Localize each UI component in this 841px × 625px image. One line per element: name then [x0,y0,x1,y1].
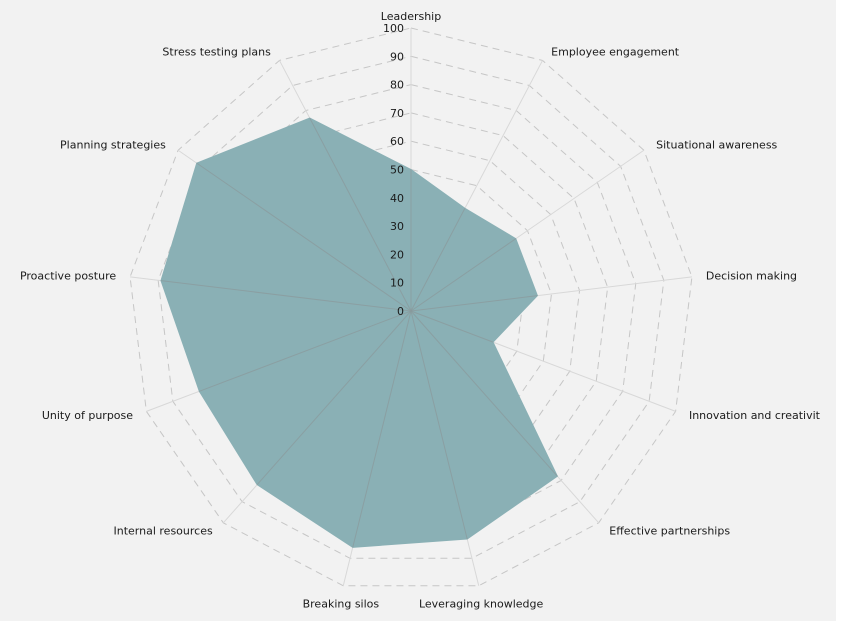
category-label-11: Planning strategies [60,139,166,152]
series-area [160,117,559,548]
tick-label-60: 60 [390,135,404,148]
category-label-9: Unity of purpose [42,409,133,422]
data-spoke-10 [160,280,412,312]
tick-label-0: 0 [397,305,404,318]
category-label-5: Effective partnerships [609,524,730,537]
category-label-3: Decision making [706,270,797,283]
data-spoke-8 [256,310,412,486]
category-label-12: Stress testing plans [162,46,271,59]
data-spoke-5 [410,310,558,477]
series-layer [160,117,559,548]
data-spoke-12 [309,117,412,312]
tick-label-80: 80 [390,79,404,92]
grid-ring-80 [185,84,637,532]
category-label-0: Leadership [381,10,441,23]
category-label-1: Employee engagement [551,46,680,59]
category-label-7: Breaking silos [303,597,380,610]
data-spoke-6 [410,310,468,540]
data-spoke-7 [352,310,412,548]
tick-label-70: 70 [390,107,404,120]
tick-label-40: 40 [390,192,404,205]
category-label-6: Leveraging knowledge [419,597,544,610]
tick-label-20: 20 [390,248,404,261]
tick-label-100: 100 [383,22,404,35]
tick-label-50: 50 [390,164,404,177]
data-spoke-9 [199,310,412,392]
tick-label-90: 90 [390,50,404,63]
tick-label-10: 10 [390,277,404,290]
data-spoke-1 [410,208,466,312]
category-label-8: Internal resources [114,524,213,537]
tick-label-30: 30 [390,220,404,233]
data-spoke-4 [410,310,494,343]
grid-ring-100 [129,27,693,587]
tick-layer: 0 10 20 30 40 50 60 70 80 90 100 [383,22,404,318]
category-label-10: Proactive posture [20,270,116,283]
data-spoke-3 [410,295,538,312]
category-label-4: Innovation and creativit [689,409,821,422]
category-label-2: Situational awareness [656,139,777,152]
data-spoke-2 [410,238,517,312]
label-layer: Leadership Employee engagement Situational… [20,10,821,610]
data-spoke-11 [196,162,412,312]
